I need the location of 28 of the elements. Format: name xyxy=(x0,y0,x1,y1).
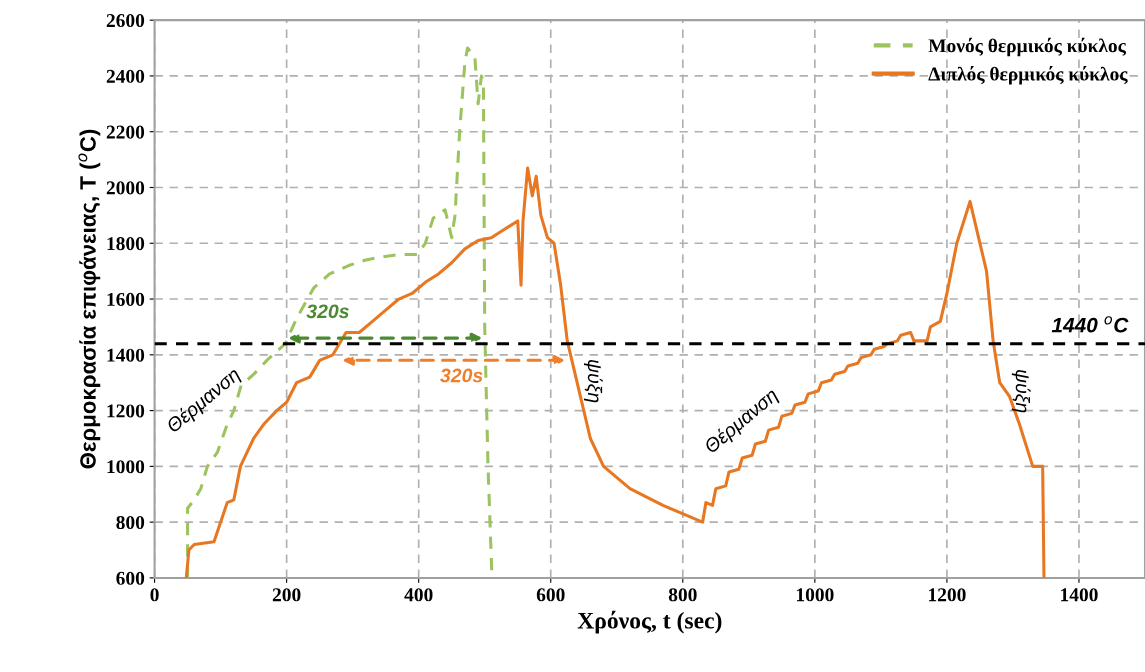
x-tick-label: 1400 xyxy=(1061,588,1098,602)
x-tick-label: 400 xyxy=(404,588,433,602)
y-tick-label: 1000 xyxy=(107,460,145,474)
annotation: ψύξη xyxy=(583,359,603,403)
y-tick-label: 2400 xyxy=(106,69,145,83)
y-tick-label: 2200 xyxy=(106,125,145,139)
legend-label: Μονός θερμικός κύκλος xyxy=(928,37,1127,57)
y-tick-label: 1200 xyxy=(107,404,145,418)
y-tick-label: 600 xyxy=(116,571,145,585)
y-tick-label: 2000 xyxy=(106,181,145,195)
x-axis-title: Χρόνος, t (sec) xyxy=(577,610,722,634)
annotation: ψύξη xyxy=(1011,370,1031,413)
x-tick-label: 600 xyxy=(536,588,565,602)
x-tick-label: 0 xyxy=(150,588,159,602)
x-tick-label: 1000 xyxy=(796,588,834,602)
y-axis-title: Θερμοκρασία επιφάνειας, T ($^{o}$C) xyxy=(78,129,101,469)
x-tick-label: 200 xyxy=(272,588,301,602)
x-tick-label: 1200 xyxy=(929,588,966,602)
y-tick-label: 800 xyxy=(116,515,145,530)
annotation: 320s xyxy=(440,368,483,383)
y-tick-label: 1800 xyxy=(107,237,145,251)
ref-line-label: 1440 $^{o}$C xyxy=(1051,316,1129,333)
y-tick-label: 2600 xyxy=(106,13,145,28)
legend-label: Διπλός θερμικός κύκλος xyxy=(928,65,1128,85)
y-tick-label: 1600 xyxy=(107,292,145,306)
x-tick-label: 800 xyxy=(668,588,697,602)
annotation: 320s xyxy=(306,304,349,319)
y-tick-label: 1400 xyxy=(107,348,145,362)
